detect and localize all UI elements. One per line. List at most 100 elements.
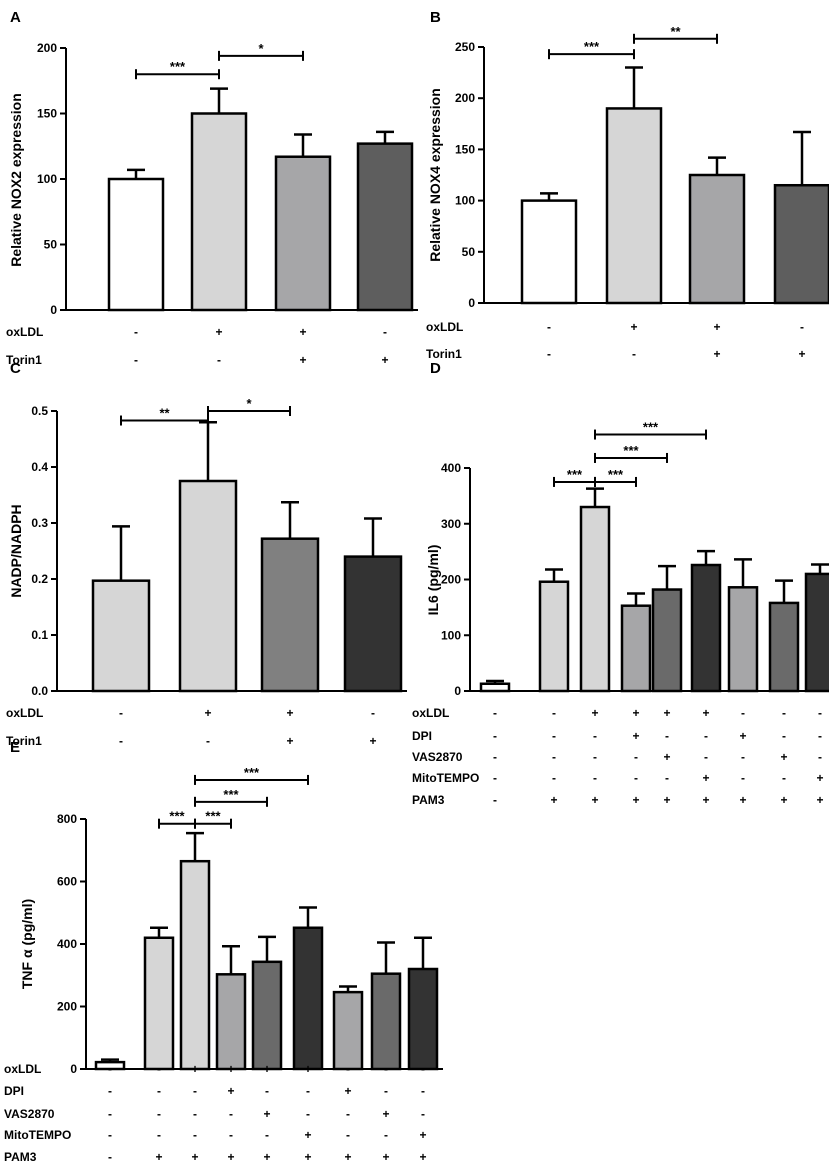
condition-mark: - (818, 729, 822, 743)
y-tick-label: 50 (44, 238, 58, 252)
condition-label: Torin1 (6, 734, 42, 748)
y-tick-label: 200 (37, 41, 57, 55)
condition-mark: - (632, 347, 636, 361)
condition-mark: - (119, 734, 123, 748)
bar (768, 601, 800, 693)
bar (690, 563, 722, 693)
y-axis-label: Relative NOX4 expression (427, 88, 443, 262)
y-tick-label: 150 (455, 142, 475, 156)
condition-mark: - (119, 706, 123, 720)
condition-mark: + (344, 1150, 351, 1164)
condition-mark: - (552, 729, 556, 743)
condition-mark: + (632, 706, 639, 720)
condition-mark: - (741, 771, 745, 785)
bar (773, 183, 829, 305)
y-axis-label: NADP/NADPH (8, 504, 24, 597)
condition-mark: - (665, 771, 669, 785)
condition-mark: + (381, 353, 388, 367)
condition-mark: - (384, 1084, 388, 1098)
bar (520, 199, 578, 305)
condition-mark: - (421, 1084, 425, 1098)
condition-label: oxLDL (412, 706, 449, 720)
condition-mark: + (663, 750, 670, 764)
condition-mark: - (193, 1084, 197, 1098)
y-tick-label: 100 (441, 628, 461, 642)
significance-label: *** (244, 765, 260, 780)
condition-mark: + (227, 1062, 234, 1076)
condition-mark: + (344, 1084, 351, 1098)
bar (178, 479, 238, 693)
condition-mark: - (108, 1128, 112, 1142)
condition-label: MitoTEMPO (4, 1128, 71, 1142)
panel-b: B Relative NOX4 expression 0 50 100 150 200 250… (426, 9, 829, 361)
bar (343, 555, 403, 693)
condition-mark: + (702, 793, 709, 807)
condition-mark: + (663, 793, 670, 807)
panel-d: D IL6 (pg/ml) 0 100 200 300 400 *** *** *** *** oxL… (412, 360, 829, 807)
condition-mark: - (552, 750, 556, 764)
y-tick-label: 200 (57, 1000, 77, 1014)
y-tick-label: 400 (57, 937, 77, 951)
bar (579, 505, 611, 693)
condition-mark: + (191, 1062, 198, 1076)
condition-mark: - (206, 734, 210, 748)
condition-mark: + (739, 793, 746, 807)
condition-mark: - (493, 793, 497, 807)
condition-label: MitoTEMPO (412, 771, 479, 785)
y-tick-label: 0.0 (31, 684, 48, 698)
condition-mark: + (419, 1128, 426, 1142)
significance-label: * (246, 396, 252, 411)
condition-mark: + (299, 325, 306, 339)
condition-mark: - (552, 706, 556, 720)
bar (274, 155, 332, 312)
condition-mark: - (704, 729, 708, 743)
condition-mark: - (634, 750, 638, 764)
bar (91, 579, 151, 693)
y-tick-label: 600 (57, 875, 77, 889)
condition-mark: + (702, 706, 709, 720)
y-tick-label: 0.1 (31, 628, 48, 642)
bar (179, 859, 211, 1071)
condition-label: oxLDL (4, 1062, 41, 1076)
condition-mark: + (227, 1084, 234, 1098)
condition-mark: - (782, 706, 786, 720)
condition-mark: - (665, 729, 669, 743)
condition-mark: + (155, 1150, 162, 1164)
condition-mark: + (263, 1107, 270, 1121)
condition-mark: - (346, 1062, 350, 1076)
condition-mark: - (346, 1107, 350, 1121)
significance-label: *** (623, 443, 639, 458)
y-tick-label: 50 (462, 245, 476, 259)
significance-label: *** (223, 787, 239, 802)
condition-mark: + (369, 734, 376, 748)
condition-mark: - (421, 1062, 425, 1076)
y-tick-label: 0.4 (31, 460, 48, 474)
y-tick-label: 150 (37, 107, 57, 121)
condition-mark: - (134, 353, 138, 367)
condition-mark: + (227, 1150, 234, 1164)
condition-mark: - (552, 771, 556, 785)
condition-mark: - (193, 1107, 197, 1121)
condition-label: PAM3 (412, 793, 445, 807)
condition-label: Torin1 (426, 347, 462, 361)
condition-mark: + (263, 1062, 270, 1076)
condition-mark: - (493, 771, 497, 785)
significance-label: *** (584, 39, 600, 54)
bar (356, 142, 414, 312)
y-tick-label: 200 (455, 91, 475, 105)
condition-mark: - (217, 353, 221, 367)
condition-mark: + (630, 320, 637, 334)
condition-mark: - (108, 1084, 112, 1098)
condition-mark: + (816, 771, 823, 785)
condition-mark: + (780, 793, 787, 807)
condition-mark: - (346, 1128, 350, 1142)
condition-label: PAM3 (4, 1150, 37, 1164)
condition-mark: + (191, 1150, 198, 1164)
y-tick-label: 0 (454, 684, 461, 698)
significance-label: *** (170, 59, 186, 74)
condition-mark: - (108, 1062, 112, 1076)
bar (332, 990, 364, 1071)
